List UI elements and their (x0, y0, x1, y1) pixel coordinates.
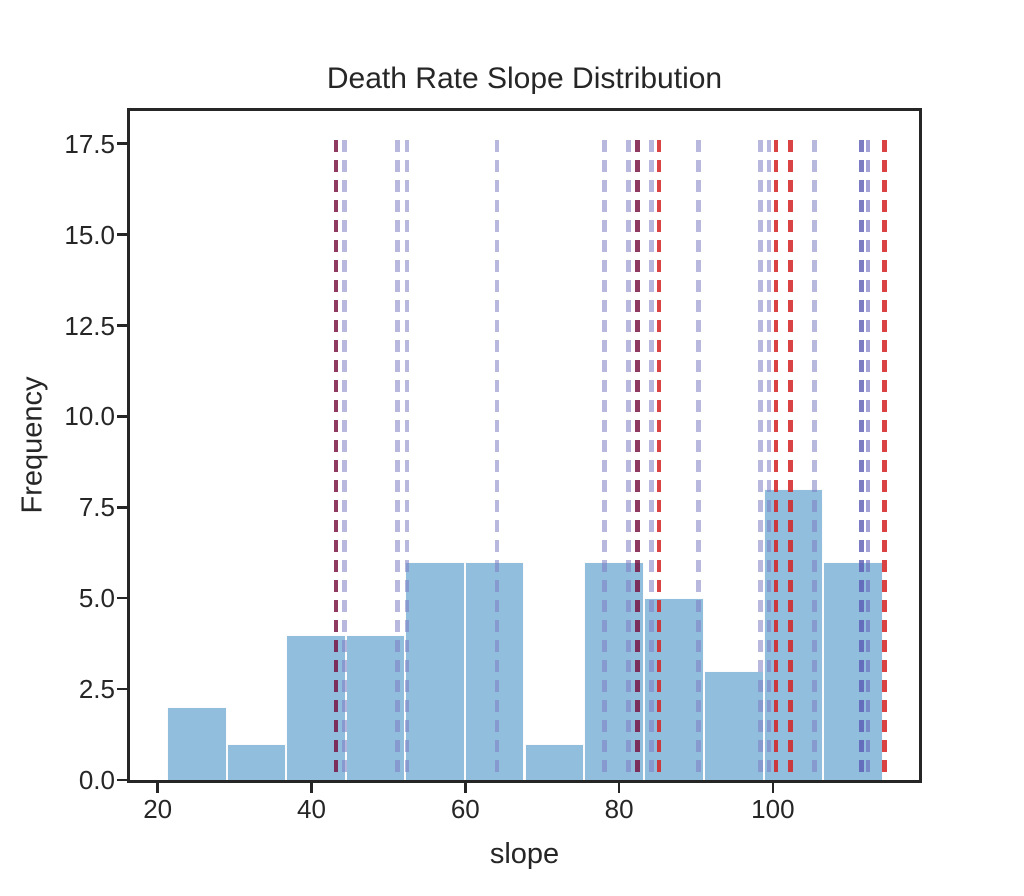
x-tick-mark (156, 783, 159, 793)
x-tick-mark (310, 783, 313, 793)
vline-lavender (649, 140, 654, 780)
vline-lavender (494, 140, 500, 780)
vlines-layer (130, 111, 919, 780)
y-tick-mark (116, 415, 127, 418)
x-tick-mark (464, 783, 467, 793)
y-tick-mark (116, 596, 127, 600)
y-tick-label: 12.5 (64, 310, 115, 341)
vline-blue (859, 140, 864, 780)
histogram-bar (524, 743, 585, 780)
y-tick-mark (116, 506, 127, 509)
y-tick-label: 7.5 (78, 492, 115, 523)
histogram-bar (166, 707, 227, 780)
y-tick-label: 15.0 (64, 219, 115, 250)
y-tick-mark (116, 233, 127, 236)
vline-red (882, 140, 887, 780)
x-tick-label: 100 (751, 794, 795, 824)
vline-lavender (404, 140, 410, 780)
y-tick-mark (116, 687, 127, 691)
x-tick-label: 20 (143, 794, 173, 824)
plot-area: 20 40 60 80 100 0.0 2.5 5.0 7.5 10.0 12.5 15.0 17.5 (64, 108, 922, 824)
histogram-bar (405, 561, 466, 780)
x-tick-mark (771, 783, 775, 793)
bars-layer (130, 111, 919, 780)
vline-maroon (333, 140, 339, 780)
vline-lavender (812, 140, 817, 780)
y-axis-ticks: 0.0 2.5 5.0 7.5 10.0 12.5 15.0 17.5 (64, 111, 919, 795)
histogram-bar (226, 743, 287, 780)
y-tick-label: 2.5 (78, 674, 115, 705)
vline-red (773, 140, 779, 780)
x-tick-label: 60 (450, 794, 480, 824)
y-tick-label: 5.0 (78, 583, 115, 614)
vline-lavender (626, 140, 631, 780)
vline-periwinkle (865, 140, 871, 780)
histogram-bar (584, 561, 644, 780)
vline-lavender (395, 140, 400, 780)
chart-title: Death Rate Slope Distribution (326, 62, 723, 95)
histogram-bar (643, 598, 704, 780)
y-tick-mark (116, 778, 127, 782)
vline-maroon (635, 140, 640, 780)
y-tick-label: 0.0 (78, 765, 115, 795)
vline-lavender (758, 140, 763, 780)
y-tick-label: 10.0 (64, 401, 115, 432)
x-tick-label: 40 (297, 794, 326, 824)
vline-red (788, 140, 793, 780)
x-tick-mark (617, 783, 621, 793)
y-tick-mark (116, 324, 127, 327)
vline-lavender (602, 140, 607, 780)
vline-lavender (766, 140, 772, 780)
vline-lavender (342, 140, 347, 780)
y-tick-label: 17.5 (64, 128, 115, 159)
x-axis-ticks: 20 40 60 80 100 (130, 111, 919, 824)
x-tick-label: 80 (604, 794, 634, 824)
x-axis-label: slope (489, 838, 560, 870)
vline-lavender (696, 140, 701, 780)
vline-red (656, 140, 662, 780)
histogram-bar (703, 670, 764, 780)
y-tick-mark (116, 142, 127, 145)
